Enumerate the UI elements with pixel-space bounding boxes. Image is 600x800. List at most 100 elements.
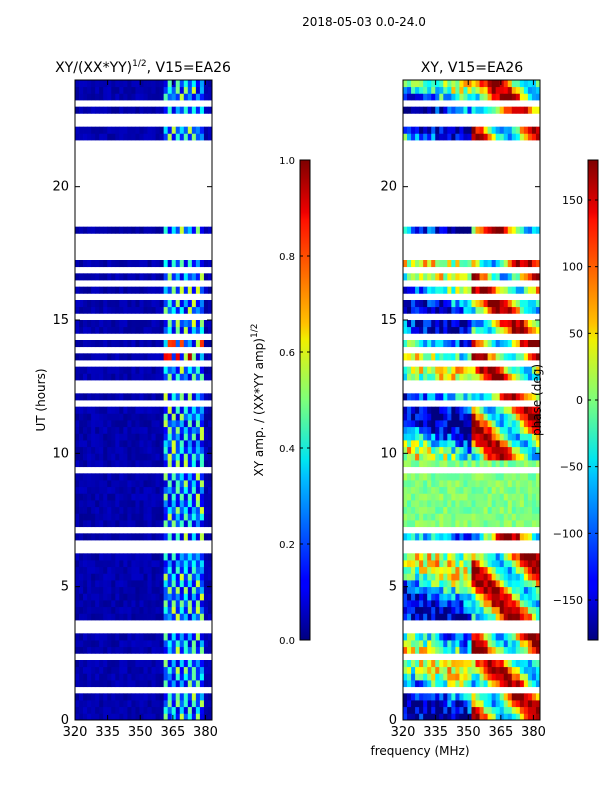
heatmap-cell bbox=[415, 373, 420, 381]
heatmap-cell bbox=[79, 433, 84, 441]
heatmap-cell bbox=[123, 366, 128, 374]
heatmap-cell bbox=[83, 693, 88, 701]
heatmap-cell bbox=[99, 580, 104, 588]
heatmap-cell bbox=[435, 573, 440, 581]
heatmap-cell bbox=[191, 473, 197, 481]
heatmap-cell bbox=[407, 580, 412, 588]
heatmap-cell bbox=[535, 506, 541, 514]
heatmap-cell bbox=[403, 613, 408, 621]
heatmap-cell bbox=[463, 573, 468, 581]
heatmap-cell bbox=[491, 413, 497, 421]
heatmap-cell bbox=[163, 460, 169, 468]
heatmap-cell bbox=[403, 560, 408, 568]
heatmap-cell bbox=[499, 433, 505, 441]
heatmap-cell bbox=[511, 260, 517, 268]
heatmap-cell bbox=[535, 666, 541, 674]
heatmap-cell bbox=[527, 606, 533, 614]
heatmap-cell bbox=[155, 226, 161, 234]
heatmap-cell bbox=[147, 433, 152, 441]
heatmap-cell bbox=[151, 553, 156, 561]
heatmap-cell bbox=[519, 126, 525, 134]
heatmap-cell bbox=[163, 560, 169, 568]
heatmap-cell bbox=[463, 353, 468, 361]
heatmap-cell bbox=[511, 486, 517, 494]
heatmap-cell bbox=[95, 306, 100, 314]
heatmap-cell bbox=[403, 226, 408, 234]
heatmap-cell bbox=[163, 93, 169, 101]
heatmap-cell bbox=[431, 306, 436, 314]
heatmap-cell bbox=[175, 366, 181, 374]
heatmap-cell bbox=[179, 520, 185, 528]
heatmap-cell bbox=[487, 640, 493, 648]
heatmap-cell bbox=[439, 80, 444, 88]
heatmap-cell bbox=[447, 580, 452, 588]
heatmap-cell bbox=[139, 446, 144, 454]
heatmap-cell bbox=[479, 106, 484, 114]
heatmap-cell bbox=[187, 306, 193, 314]
heatmap-cell bbox=[403, 666, 408, 674]
heatmap-cell bbox=[507, 226, 513, 234]
heatmap-cell bbox=[459, 106, 464, 114]
heatmap-cell bbox=[443, 606, 448, 614]
heatmap-cell bbox=[435, 353, 440, 361]
heatmap-cell bbox=[503, 133, 509, 141]
heatmap-cell bbox=[507, 320, 513, 328]
heatmap-cell bbox=[519, 500, 525, 508]
heatmap-cell bbox=[199, 666, 205, 674]
heatmap-cell bbox=[403, 433, 408, 441]
heatmap-cell bbox=[127, 393, 132, 401]
heatmap-cell bbox=[471, 606, 476, 614]
heatmap-cell bbox=[407, 560, 412, 568]
heatmap-cell bbox=[463, 606, 468, 614]
heatmap-cell bbox=[507, 80, 513, 88]
heatmap-cell bbox=[99, 446, 104, 454]
heatmap-cell bbox=[79, 393, 84, 401]
heatmap-cell bbox=[155, 486, 161, 494]
heatmap-cell bbox=[79, 500, 84, 508]
heatmap-cell bbox=[179, 286, 185, 294]
heatmap-cell bbox=[439, 366, 444, 374]
heatmap-cell bbox=[131, 713, 136, 721]
heatmap-cell bbox=[443, 406, 448, 414]
heatmap-cell bbox=[423, 673, 428, 681]
heatmap-cell bbox=[79, 646, 84, 654]
heatmap-cell bbox=[119, 473, 124, 481]
heatmap-cell bbox=[183, 646, 189, 654]
heatmap-cell bbox=[91, 126, 96, 134]
heatmap-cell bbox=[99, 393, 104, 401]
heatmap-cell bbox=[499, 660, 505, 668]
heatmap-cell bbox=[439, 126, 444, 134]
heatmap-cell bbox=[183, 426, 189, 434]
heatmap-cell bbox=[163, 633, 169, 641]
heatmap-cell bbox=[491, 80, 497, 88]
heatmap-cell bbox=[103, 680, 108, 688]
heatmap-cell bbox=[171, 666, 177, 674]
heatmap-cell bbox=[447, 406, 452, 414]
heatmap-cell bbox=[483, 593, 489, 601]
heatmap-cell bbox=[519, 260, 525, 268]
heatmap-cell bbox=[171, 326, 177, 334]
heatmap-cell bbox=[159, 273, 165, 281]
heatmap-cell bbox=[199, 126, 205, 134]
heatmap-cell bbox=[159, 700, 165, 708]
heatmap-cell bbox=[151, 493, 156, 501]
heatmap-cell bbox=[467, 406, 472, 414]
heatmap-cell bbox=[103, 273, 108, 281]
heatmap-cell bbox=[439, 560, 444, 568]
heatmap-cell bbox=[119, 673, 124, 681]
heatmap-cell bbox=[115, 640, 120, 648]
heatmap-cell bbox=[203, 373, 209, 381]
heatmap-cell bbox=[431, 133, 436, 141]
heatmap-cell bbox=[123, 493, 128, 501]
heatmap-cell bbox=[467, 440, 472, 448]
heatmap-cell bbox=[495, 413, 501, 421]
heatmap-cell bbox=[415, 553, 420, 561]
heatmap-cell bbox=[203, 693, 209, 701]
heatmap-cell bbox=[131, 680, 136, 688]
heatmap-cell bbox=[443, 640, 448, 648]
heatmap-cell bbox=[151, 413, 156, 421]
heatmap-cell bbox=[515, 86, 521, 94]
heatmap-cell bbox=[419, 226, 424, 234]
heatmap-cell bbox=[495, 553, 501, 561]
heatmap-cell bbox=[471, 493, 476, 501]
